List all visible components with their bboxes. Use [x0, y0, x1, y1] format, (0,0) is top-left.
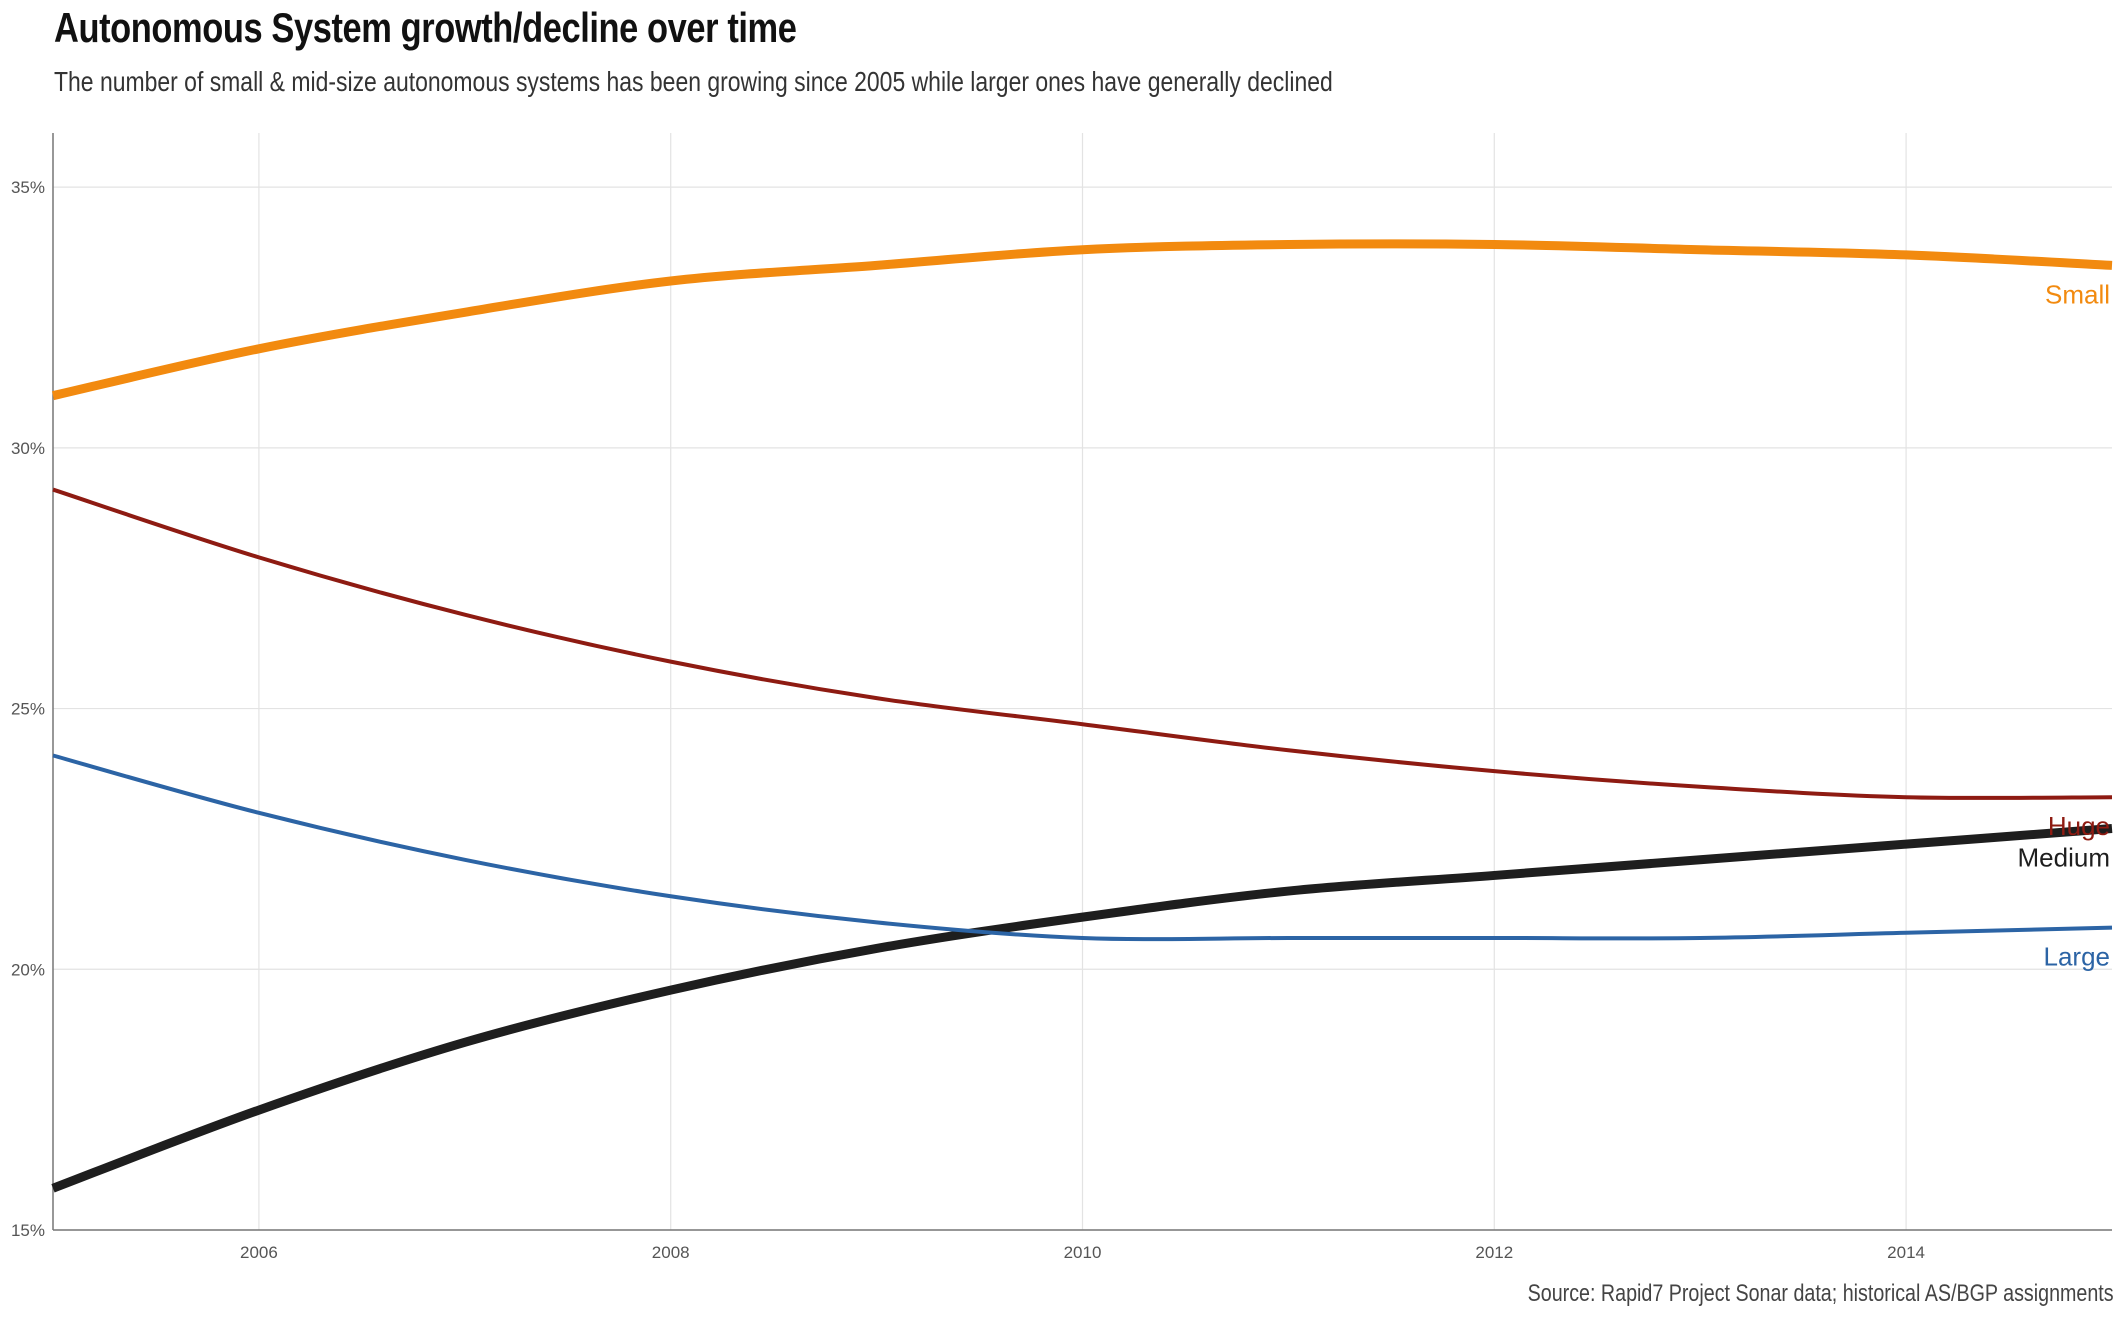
y-tick-label: 20%: [11, 960, 45, 979]
grid-lines: [53, 133, 2112, 1231]
series-line-huge: [52, 487, 2113, 800]
chart-title: Autonomous System growth/decline over ti…: [54, 4, 797, 51]
y-tick-label: 30%: [11, 439, 45, 458]
series-line-small: [51, 239, 2113, 401]
x-tick-label: 2006: [240, 1243, 278, 1262]
axes: 15% 20% 25% 30% 35% 2006 2008 2010 2012 2014: [11, 133, 2112, 1262]
y-tick-label: 15%: [11, 1221, 45, 1240]
series-label-small: Small: [2045, 279, 2110, 309]
series-label-medium: Medium: [2018, 843, 2110, 873]
series-line-large: [52, 753, 2113, 942]
x-tick-label: 2008: [652, 1243, 690, 1262]
chart-subtitle: The number of small & mid-size autonomou…: [54, 66, 1333, 97]
series-line-medium: [51, 824, 2113, 1193]
y-tick-label: 35%: [11, 178, 45, 197]
x-tick-label: 2012: [1475, 1243, 1513, 1262]
chart-source-caption: Source: Rapid7 Project Sonar data; histo…: [1528, 1280, 2114, 1307]
y-tick-label: 25%: [11, 700, 45, 719]
series-label-large: Large: [2044, 942, 2111, 972]
series-lines: [51, 239, 2113, 1193]
series-label-huge: Huge: [2048, 811, 2110, 841]
x-tick-label: 2010: [1064, 1243, 1102, 1262]
x-tick-label: 2014: [1887, 1243, 1925, 1262]
